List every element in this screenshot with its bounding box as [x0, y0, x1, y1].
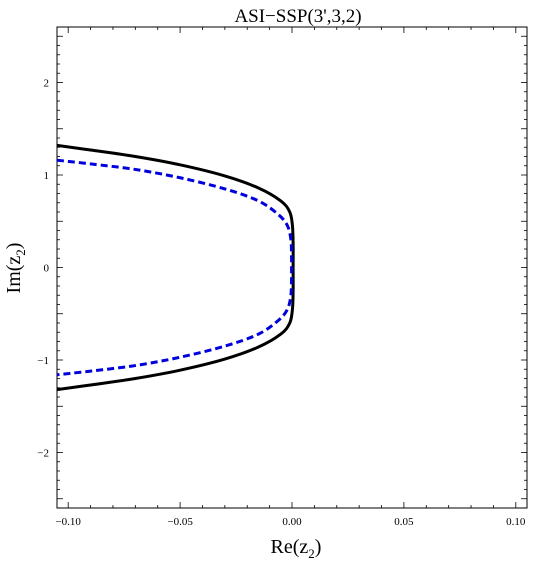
axis-ticks: −0.10 −0.05 0.00 0.05 0.10 −2 −1 0 1 2 [37, 27, 527, 528]
x-tick-label: −0.10 [55, 516, 81, 528]
x-tick-label: 0.10 [506, 516, 526, 528]
y-tick-label: 0 [44, 263, 50, 275]
y-tick-label: −1 [37, 355, 49, 367]
x-axis-label-main: Re(z [271, 536, 309, 558]
y-axis-label: Im(z2) [3, 243, 28, 294]
x-axis-label: Re(z2) [271, 536, 322, 561]
x-axis-label-subscript: 2 [308, 546, 315, 561]
y-axis-label-subscript: 2 [13, 249, 28, 256]
y-tick-label: 1 [44, 170, 50, 182]
chart-title: ASI−SSP(3',3,2) [234, 6, 361, 27]
y-axis-label-main: Im(z [3, 256, 25, 294]
x-axis-label-end: ) [315, 536, 322, 558]
x-tick-label: −0.05 [167, 516, 193, 528]
x-tick-label: 0.00 [282, 516, 302, 528]
series-line-solid [57, 143, 295, 392]
y-tick-label: 2 [44, 78, 50, 90]
series-line-dashed [57, 158, 294, 377]
series-layer [57, 143, 295, 392]
y-axis-label-end: ) [3, 243, 25, 250]
y-tick-label: −2 [37, 448, 49, 460]
x-tick-label: 0.05 [394, 516, 414, 528]
